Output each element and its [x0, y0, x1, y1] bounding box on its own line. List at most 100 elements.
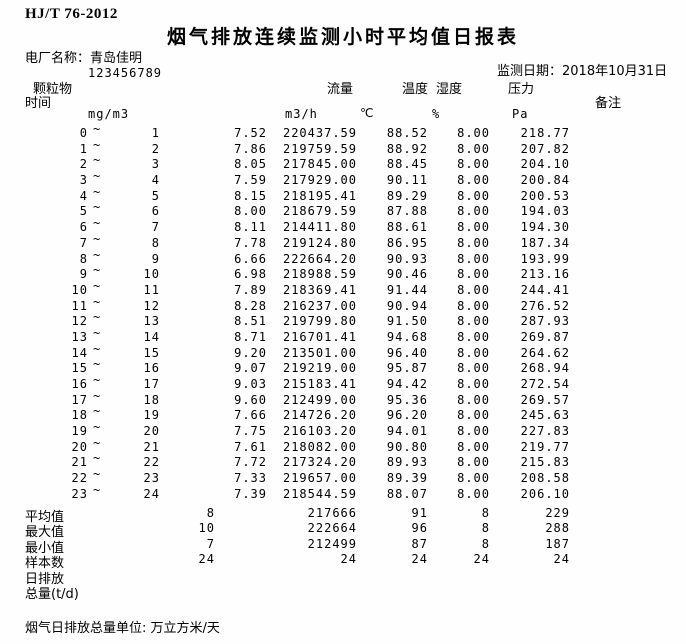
pressure-cell: 200.53: [520, 188, 570, 203]
particulate-cell: 8.51: [234, 314, 267, 329]
column-header-pressure: 压力: [508, 82, 535, 97]
temperature-cell: 89.93: [386, 455, 428, 470]
summary-label: 样本数: [25, 556, 65, 572]
table-row: 0 ~ 1 7.52 220437.59 88.52 8.00 218.77: [0, 122, 686, 142]
table-row: 22 ~ 23 7.33 219657.00 89.39 8.00 208.58: [0, 467, 686, 487]
flow-cell: 218195.41: [282, 188, 357, 203]
particulate-cell: 9.03: [234, 377, 267, 391]
unit-pressure: Pa: [512, 107, 529, 121]
summary-humidity-cell: 24: [473, 552, 490, 567]
humidity-cell: 8.00: [457, 251, 490, 266]
particulate-cell: 7.39: [234, 486, 267, 501]
hour-end-cell: 14: [143, 329, 160, 344]
pressure-cell: 207.82: [520, 141, 570, 156]
hour-end-cell: 20: [143, 424, 160, 439]
summary-flow-cell: 24: [340, 552, 357, 567]
humidity-cell: 8.00: [457, 314, 490, 329]
summary-row: 最小值 7 212499 87 8 187: [0, 536, 686, 556]
tilde-separator: ~: [93, 404, 102, 419]
tilde-separator: ~: [93, 482, 102, 497]
hour-start-cell: 9: [79, 267, 88, 282]
particulate-cell: 8.11: [234, 220, 267, 235]
temperature-cell: 91.44: [386, 282, 428, 297]
hour-start-cell: 17: [71, 392, 88, 407]
table-row: 21 ~ 22 7.72 217324.20 89.93 8.00 215.83: [0, 451, 686, 471]
humidity-cell: 8.00: [457, 220, 490, 235]
hour-end-cell: 19: [143, 408, 160, 423]
particulate-cell: 9.07: [234, 361, 267, 376]
particulate-cell: 8.00: [234, 204, 267, 219]
flow-cell: 218369.41: [282, 282, 357, 297]
table-row: 5 ~ 6 8.00 218679.59 87.88 8.00 194.03: [0, 200, 686, 220]
particulate-cell: 7.66: [234, 408, 267, 423]
hour-start-cell: 23: [71, 486, 88, 501]
particulate-cell: 7.61: [234, 439, 267, 454]
tick-mark: `: [25, 59, 31, 73]
temperature-cell: 89.39: [386, 471, 428, 486]
particulate-cell: 7.72: [234, 455, 267, 470]
table-row: 9 ~ 10 6.98 218988.59 90.46 8.00 213.16: [0, 263, 686, 283]
table-row: 10 ~ 11 7.89 218369.41 91.44 8.00 244.41: [0, 279, 686, 299]
hour-end-cell: 16: [143, 361, 160, 376]
pressure-cell: 215.83: [520, 455, 570, 470]
tilde-separator: ~: [93, 420, 102, 435]
pressure-cell: 208.58: [520, 471, 570, 486]
particulate-cell: 9.60: [234, 392, 267, 407]
tilde-separator: ~: [93, 200, 102, 215]
pressure-cell: 213.16: [520, 267, 570, 282]
summary-row: 样本数 24 24 24 24 24: [0, 552, 686, 571]
tilde-separator: ~: [93, 373, 102, 387]
humidity-cell: 8.00: [457, 298, 490, 313]
flow-cell: 216103.20: [282, 424, 357, 439]
summary-humidity-cell: 8: [481, 536, 490, 551]
humidity-cell: 8.00: [457, 486, 490, 501]
temperature-cell: 88.61: [386, 220, 428, 235]
particulate-cell: 7.75: [234, 424, 267, 439]
temperature-cell: 94.68: [386, 329, 428, 344]
hour-end-cell: 18: [143, 392, 160, 407]
humidity-cell: 8.00: [457, 392, 490, 407]
particulate-cell: 7.89: [234, 282, 267, 297]
table-row: 17 ~ 18 9.60 212499.00 95.36 8.00 269.57: [0, 389, 686, 409]
hour-start-cell: 5: [79, 204, 88, 219]
flow-cell: 219219.00: [282, 361, 357, 376]
pressure-cell: 204.10: [520, 157, 570, 172]
pressure-cell: 268.94: [520, 361, 570, 376]
particulate-cell: 7.52: [234, 126, 267, 140]
tilde-separator: ~: [93, 122, 102, 136]
summary-row: 平均值 8 217666 91 8 229: [0, 506, 686, 525]
hour-start-cell: 12: [71, 314, 88, 329]
temperature-cell: 88.07: [386, 486, 428, 501]
temperature-cell: 94.01: [386, 424, 428, 439]
table-row: 4 ~ 5 8.15 218195.41 89.29 8.00 200.53: [0, 185, 686, 205]
table-row: 1 ~ 2 7.86 219759.59 88.92 8.00 207.82: [0, 138, 686, 158]
flow-cell: 220437.59: [282, 126, 357, 140]
hour-start-cell: 4: [79, 188, 88, 203]
footer-unit-note: 烟气日排放总量单位: 万立方米/天: [25, 621, 220, 636]
humidity-cell: 8.00: [457, 455, 490, 470]
flow-cell: 222664.20: [282, 251, 357, 266]
pressure-cell: 219.77: [520, 439, 570, 454]
table-row: 13 ~ 14 8.71 216701.41 94.68 8.00 269.87: [0, 326, 686, 346]
table-row: 12 ~ 13 8.51 219799.80 91.50 8.00 287.93: [0, 310, 686, 330]
column-header-temperature: 温度: [402, 82, 429, 97]
unit-humidity: %: [432, 107, 441, 121]
temperature-cell: 89.29: [386, 188, 428, 203]
particulate-cell: 8.71: [234, 329, 267, 344]
tilde-separator: ~: [93, 247, 102, 262]
summary-row: 日排放: [0, 568, 686, 587]
table-row: 14 ~ 15 9.20 213501.00 96.40 8.00 264.62: [0, 342, 686, 362]
pressure-cell: 264.62: [520, 345, 570, 360]
summary-particulate-cell: 7: [206, 536, 215, 551]
humidity-cell: 8.00: [457, 235, 490, 250]
temperature-cell: 87.88: [386, 204, 428, 219]
tilde-separator: ~: [93, 294, 102, 309]
tilde-separator: ~: [93, 435, 102, 450]
temperature-cell: 86.95: [386, 235, 428, 250]
monitor-date-value: 2018年10月31日: [562, 64, 668, 79]
hour-start-cell: 7: [79, 235, 88, 250]
tilde-separator: ~: [93, 278, 102, 293]
temperature-cell: 90.11: [386, 173, 428, 188]
summary-flow-cell: 212499: [307, 536, 357, 551]
flow-cell: 212499.00: [282, 392, 357, 407]
